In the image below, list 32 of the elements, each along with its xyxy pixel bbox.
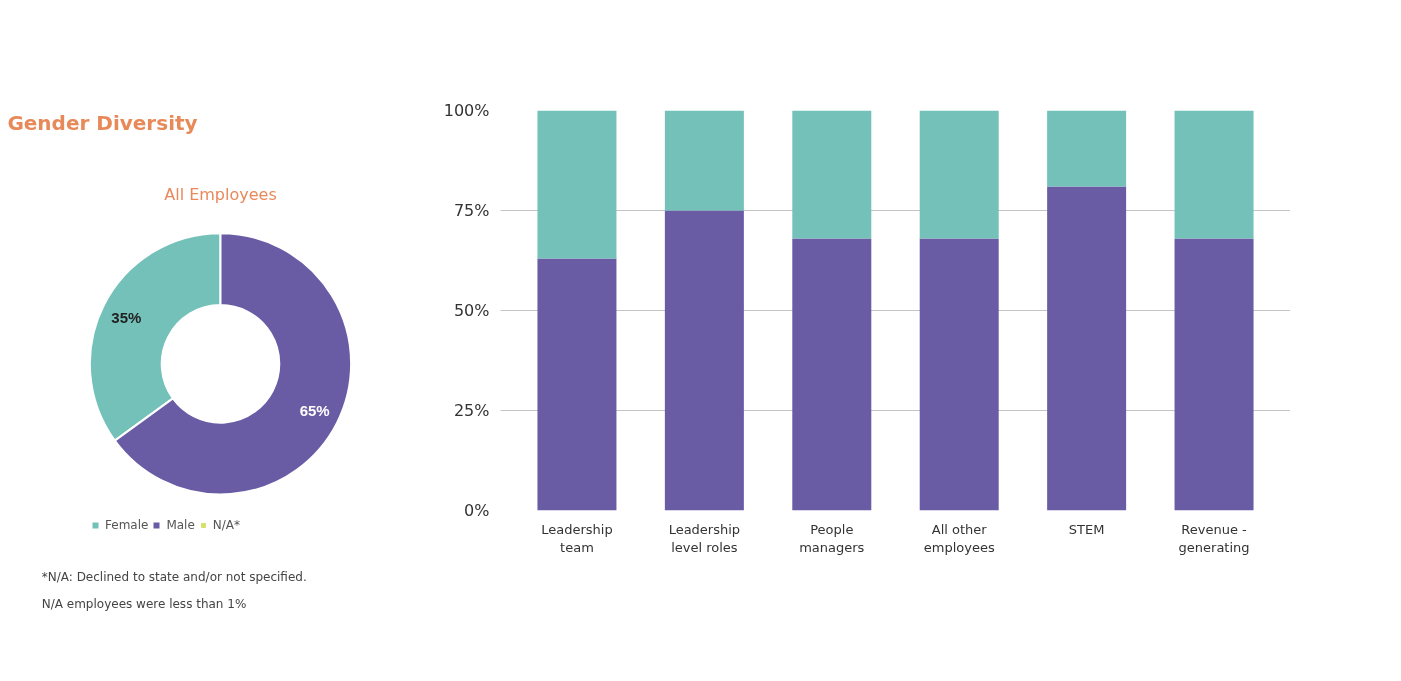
bar xyxy=(792,110,872,239)
bar xyxy=(664,110,744,211)
data-label: 65% xyxy=(299,401,330,419)
legend-label: Male xyxy=(166,518,195,532)
y-tick-label: 50% xyxy=(453,301,490,320)
legend-label: N/A* xyxy=(212,518,241,532)
y-tick-label: 25% xyxy=(453,401,490,420)
bar xyxy=(1174,110,1254,239)
bar xyxy=(1047,110,1127,187)
x-tick-label: Leadership team xyxy=(541,521,613,555)
chart-title: Gender Diversity xyxy=(7,110,198,135)
y-tick-label: 0% xyxy=(464,501,490,520)
legend-label: Female xyxy=(105,518,149,532)
x-tick-label: Leadership level roles xyxy=(668,521,741,555)
chart-subtitle: All Employees xyxy=(164,184,277,204)
bar xyxy=(537,258,617,511)
x-tick-label: People managers xyxy=(799,521,865,555)
y-tick-label: 75% xyxy=(453,201,490,220)
bar xyxy=(919,110,999,239)
x-tick-label: STEM xyxy=(1068,521,1105,537)
bar xyxy=(1174,238,1254,511)
x-tick-label: Revenue - generating xyxy=(1178,521,1250,555)
x-tick-label: All other employees xyxy=(923,521,995,555)
bar xyxy=(537,110,617,259)
data-label: 35% xyxy=(111,308,142,326)
bar xyxy=(919,238,999,511)
bar xyxy=(664,210,744,511)
text: *N/A: Declined to state and/or not specified. xyxy=(41,569,307,584)
bar xyxy=(792,238,872,511)
bar xyxy=(1047,186,1127,511)
text: N/A employees were less than 1% xyxy=(41,596,247,611)
y-tick-label: 100% xyxy=(443,101,490,120)
